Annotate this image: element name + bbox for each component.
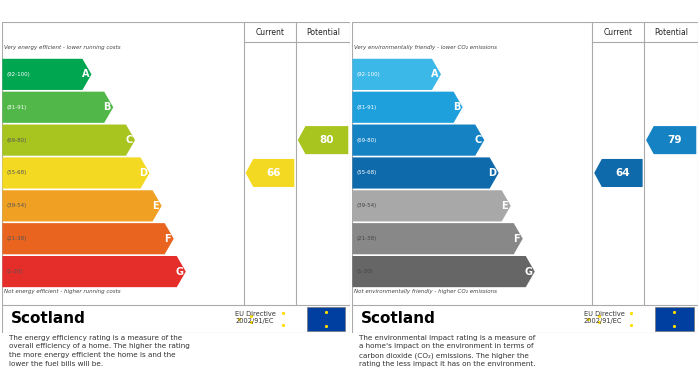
Text: D: D bbox=[139, 168, 147, 178]
Text: Current: Current bbox=[604, 28, 633, 37]
Polygon shape bbox=[2, 59, 92, 90]
Text: (92-100): (92-100) bbox=[6, 72, 30, 77]
Text: (21-38): (21-38) bbox=[6, 236, 27, 241]
Text: 64: 64 bbox=[615, 168, 629, 178]
Text: (1-20): (1-20) bbox=[356, 269, 373, 274]
Text: G: G bbox=[524, 267, 533, 276]
Text: B: B bbox=[104, 102, 111, 112]
Polygon shape bbox=[2, 256, 186, 287]
Text: (92-100): (92-100) bbox=[356, 72, 380, 77]
Text: F: F bbox=[513, 234, 520, 244]
Text: (81-91): (81-91) bbox=[356, 105, 377, 110]
Text: 66: 66 bbox=[267, 168, 281, 178]
Text: A: A bbox=[81, 69, 89, 79]
Text: Scotland: Scotland bbox=[360, 311, 435, 326]
Text: Current: Current bbox=[256, 28, 284, 37]
Text: EU Directive
2002/91/EC: EU Directive 2002/91/EC bbox=[235, 311, 276, 325]
Polygon shape bbox=[352, 256, 535, 287]
Text: Environmental Impact (CO₂) Rating: Environmental Impact (CO₂) Rating bbox=[357, 6, 576, 16]
Text: F: F bbox=[164, 234, 171, 244]
Text: (55-68): (55-68) bbox=[6, 170, 27, 176]
Text: Potential: Potential bbox=[306, 28, 340, 37]
Polygon shape bbox=[352, 124, 484, 156]
Polygon shape bbox=[646, 126, 696, 154]
Text: G: G bbox=[176, 267, 183, 276]
Text: E: E bbox=[501, 201, 508, 211]
Polygon shape bbox=[352, 158, 498, 188]
Polygon shape bbox=[246, 159, 294, 187]
Polygon shape bbox=[352, 59, 441, 90]
Polygon shape bbox=[2, 158, 150, 188]
Text: Energy Efficiency Rating: Energy Efficiency Rating bbox=[7, 6, 160, 16]
Text: The environmental impact rating is a measure of
a home's impact on the environme: The environmental impact rating is a mea… bbox=[359, 335, 536, 368]
Text: E: E bbox=[152, 201, 159, 211]
Text: Potential: Potential bbox=[654, 28, 688, 37]
Text: Very environmentally friendly - lower CO₂ emissions: Very environmentally friendly - lower CO… bbox=[354, 45, 497, 50]
Text: Not environmentally friendly - higher CO₂ emissions: Not environmentally friendly - higher CO… bbox=[354, 289, 497, 294]
Text: Not energy efficient - higher running costs: Not energy efficient - higher running co… bbox=[4, 289, 120, 294]
Text: 80: 80 bbox=[320, 135, 334, 145]
Text: (1-20): (1-20) bbox=[6, 269, 23, 274]
Text: (39-54): (39-54) bbox=[356, 203, 377, 208]
Text: (69-80): (69-80) bbox=[356, 138, 377, 143]
Polygon shape bbox=[2, 124, 135, 156]
Polygon shape bbox=[2, 91, 113, 123]
Polygon shape bbox=[594, 159, 643, 187]
Text: C: C bbox=[125, 135, 132, 145]
Text: A: A bbox=[431, 69, 438, 79]
Text: (55-68): (55-68) bbox=[356, 170, 377, 176]
Text: Very energy efficient - lower running costs: Very energy efficient - lower running co… bbox=[4, 45, 120, 50]
Polygon shape bbox=[352, 223, 523, 254]
Text: (39-54): (39-54) bbox=[6, 203, 27, 208]
Text: D: D bbox=[489, 168, 496, 178]
Text: The energy efficiency rating is a measure of the
overall efficiency of a home. T: The energy efficiency rating is a measur… bbox=[9, 335, 190, 367]
Text: C: C bbox=[475, 135, 482, 145]
Polygon shape bbox=[2, 223, 174, 254]
Text: EU Directive
2002/91/EC: EU Directive 2002/91/EC bbox=[584, 311, 624, 325]
Text: Scotland: Scotland bbox=[10, 311, 85, 326]
Polygon shape bbox=[352, 91, 463, 123]
Text: (21-38): (21-38) bbox=[356, 236, 377, 241]
Text: (81-91): (81-91) bbox=[6, 105, 27, 110]
Bar bbox=[307, 307, 346, 331]
Text: B: B bbox=[453, 102, 460, 112]
Polygon shape bbox=[298, 126, 349, 154]
Polygon shape bbox=[352, 190, 511, 221]
Polygon shape bbox=[2, 190, 162, 221]
Text: (69-80): (69-80) bbox=[6, 138, 27, 143]
Bar bbox=[654, 307, 694, 331]
Text: 79: 79 bbox=[668, 135, 682, 145]
